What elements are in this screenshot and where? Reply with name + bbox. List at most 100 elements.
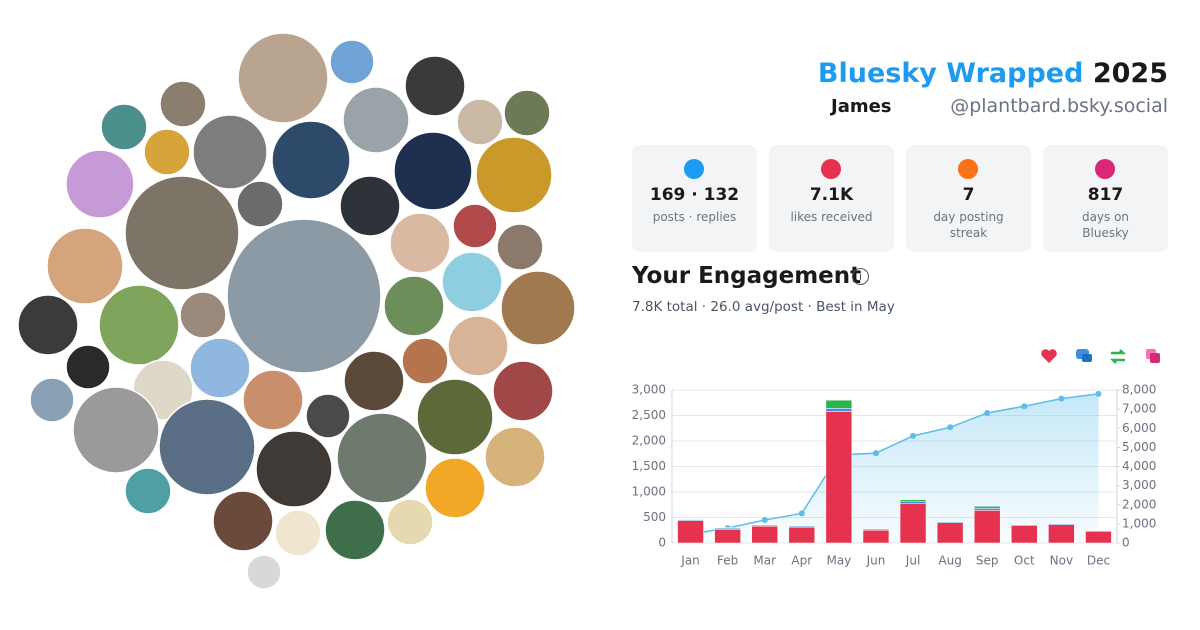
x-tick-label: Feb: [717, 554, 738, 568]
avatar: [98, 284, 180, 366]
avatar: [255, 430, 333, 508]
y-tick-label: 0: [658, 536, 666, 550]
line-area: [690, 393, 1099, 543]
bar-segment: [899, 503, 927, 544]
avatar: [389, 212, 451, 274]
avatar: [159, 80, 207, 128]
bar-segment: [714, 527, 741, 529]
stat-card: 7 day posting streak: [906, 145, 1031, 252]
bar-segment: [1048, 522, 1075, 524]
avatar: [271, 120, 351, 200]
title-main: Bluesky Wrapped: [817, 58, 1084, 89]
stat-icon: [1095, 159, 1115, 179]
y-tick-label: 3,000: [632, 383, 666, 397]
stat-value: 169 · 132: [649, 185, 740, 205]
bar-segment: [1085, 531, 1112, 544]
bar-segment: [973, 510, 1001, 544]
avatar: [496, 223, 544, 271]
avatar: [29, 377, 75, 423]
bar-segment: [751, 524, 778, 526]
x-tick-label: Jan: [680, 554, 700, 568]
x-tick-label: Dec: [1087, 554, 1110, 568]
y-tick-label: 1,000: [632, 485, 666, 499]
avatar: [329, 39, 375, 85]
line-point: [1021, 403, 1028, 410]
title: Bluesky Wrapped 2025: [818, 58, 1168, 89]
avatar: [124, 467, 172, 515]
avatar: [404, 55, 466, 117]
user-handle: @plantbard.bsky.social: [950, 95, 1168, 117]
avatar: [212, 490, 274, 552]
stat-value: 7: [962, 185, 975, 205]
avatar: [192, 114, 268, 190]
stat-icon: [958, 159, 978, 179]
bar-segment: [936, 520, 964, 522]
line-point: [872, 450, 879, 457]
stat-card: 7.1K likes received: [769, 145, 894, 252]
avatar: [484, 426, 546, 488]
bar-segment: [825, 408, 853, 412]
avatar: [65, 149, 135, 219]
bar-segment: [677, 518, 704, 520]
stat-card: 169 · 132 posts · replies: [632, 145, 757, 252]
y-tick-label: 1,500: [632, 459, 666, 473]
info-icon[interactable]: i: [852, 268, 869, 285]
stat-value: 817: [1087, 185, 1124, 205]
avatar: [456, 98, 504, 146]
stat-label: day posting streak: [933, 210, 1004, 240]
avatar: [492, 360, 554, 422]
x-tick-label: Oct: [1014, 554, 1035, 568]
stat-label: posts · replies: [652, 210, 737, 224]
x-tick-label: May: [826, 554, 851, 568]
line-point: [947, 424, 954, 431]
line-point: [984, 409, 991, 416]
avatar: [242, 369, 304, 431]
avatar-cloud: [17, 32, 576, 590]
avatar: [236, 180, 284, 228]
avatar: [500, 270, 576, 346]
avatar: [416, 378, 494, 456]
legend-icons: [1041, 349, 1160, 364]
x-tick-label: Jun: [866, 554, 886, 568]
y2-tick-label: 4,000: [1122, 459, 1156, 473]
title-year: 2025: [1092, 58, 1168, 89]
engagement-heading: Your Engagement: [632, 263, 862, 289]
avatar: [424, 457, 486, 519]
line-point: [798, 510, 805, 517]
avatar: [393, 131, 473, 211]
bar-segment: [714, 529, 741, 544]
avatar: [342, 86, 410, 154]
replies-icon-2: [1082, 354, 1092, 362]
avatar: [17, 294, 79, 356]
y-tick-label: 500: [643, 510, 666, 524]
stat-icon: [684, 159, 704, 179]
avatar: [46, 227, 124, 305]
avatar: [65, 344, 111, 390]
avatar: [441, 251, 503, 313]
bar-segment: [825, 399, 853, 409]
bar-segment: [862, 530, 890, 544]
y-tick-label: 2,000: [632, 434, 666, 448]
line-point: [910, 432, 917, 439]
line-point: [1095, 390, 1102, 397]
x-tick-label: Jul: [905, 554, 920, 568]
bar-segment: [899, 499, 927, 502]
line-point: [1058, 395, 1065, 402]
bar-segment: [899, 500, 927, 504]
avatar: [475, 136, 553, 214]
avatar: [324, 499, 386, 561]
avatar: [226, 218, 382, 374]
y2-tick-label: 8,000: [1122, 383, 1156, 397]
bar-segment: [936, 522, 964, 544]
avatar: [100, 103, 148, 151]
avatar: [189, 337, 251, 399]
stat-icon: [821, 159, 841, 179]
avatar: [447, 315, 509, 377]
y2-tick-label: 1,000: [1122, 516, 1156, 530]
bar-segment: [1011, 523, 1038, 525]
y2-tick-label: 7,000: [1122, 402, 1156, 416]
avatar: [305, 393, 351, 439]
stat-card: 817 days on Bluesky: [1043, 145, 1168, 252]
